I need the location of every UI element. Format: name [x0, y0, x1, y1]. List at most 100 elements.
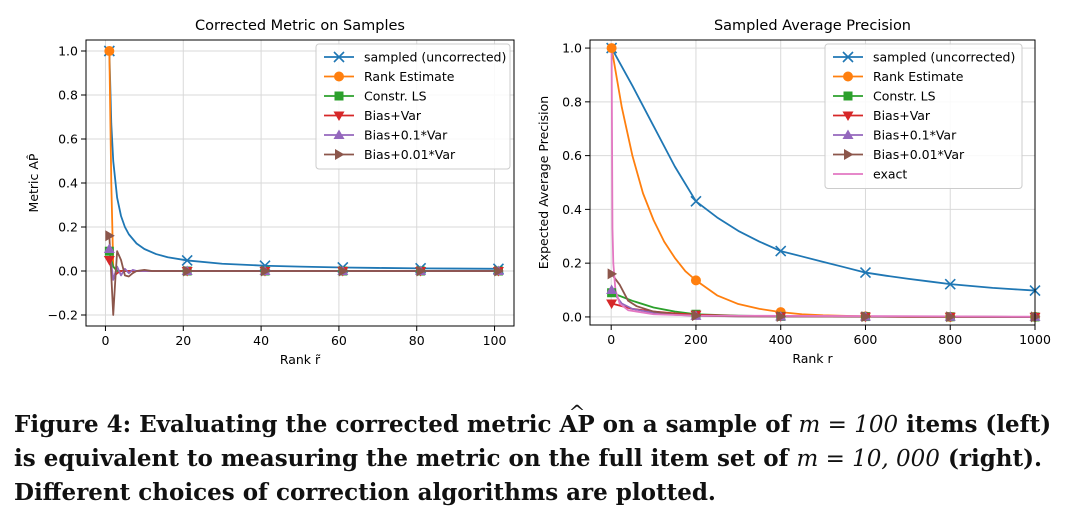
figure-caption: Figure 4: Evaluating the corrected metri… — [14, 408, 1066, 510]
data-point-marker — [775, 245, 787, 257]
legend-swatch-marker — [333, 129, 345, 139]
legend-box — [315, 43, 511, 170]
legend-label: Bias+Var — [364, 108, 422, 123]
caption-m-full: m = 10, 000 — [796, 446, 940, 472]
legend-label: Bias+0.01*Var — [873, 147, 965, 162]
y-tick-label: 0.4 — [58, 176, 78, 191]
markers-group — [103, 45, 505, 277]
data-point-marker — [338, 265, 349, 277]
x-axis-label: Rank r — [792, 351, 833, 366]
x-tick-label: 600 — [854, 332, 878, 347]
data-point-marker — [690, 275, 701, 286]
legend-swatch-marker — [842, 51, 854, 63]
charts-canvas: 0 20 40 60 80 100 −0.2 0.0 0.2 0.4 0.6 0.8 1.0 Correc… — [26, 18, 1051, 367]
legend-swatch-marker — [843, 91, 853, 101]
data-point-marker — [606, 43, 617, 54]
y-axis-label: Metric AP̂ — [26, 153, 41, 212]
data-point-marker — [183, 265, 193, 277]
data-point-marker — [1031, 311, 1041, 323]
x-tick-label: 200 — [684, 332, 708, 347]
series-group — [610, 47, 1035, 318]
x-tick-label: 800 — [938, 332, 962, 347]
y-tick-label: 0.8 — [58, 88, 78, 103]
series-line — [610, 48, 1035, 318]
y-tick-label: 1.0 — [58, 44, 78, 59]
data-point-marker — [416, 265, 427, 277]
legend-swatch-marker — [842, 129, 854, 139]
data-point-marker — [690, 195, 702, 207]
caption-text-1: Figure 4: Evaluating the corrected metri… — [14, 411, 560, 438]
x-tick-label: 1000 — [1019, 332, 1051, 347]
legend-label: Rank Estimate — [364, 69, 455, 84]
x-tick-label: 400 — [769, 332, 793, 347]
legend-swatch-marker — [333, 111, 345, 121]
caption-m-sample: m = 100 — [798, 412, 899, 438]
x-tick-label: 100 — [483, 333, 507, 348]
y-tick-label: 0.0 — [562, 309, 582, 324]
legend-label: exact — [873, 167, 907, 182]
legend-swatch-marker — [333, 51, 345, 63]
legend-swatch-marker — [334, 91, 344, 101]
legend-label: Bias+0.01*Var — [364, 147, 456, 162]
caption-line-2b: (right). — [939, 445, 1043, 472]
caption-line-3: Different choices of correction algorith… — [14, 479, 716, 506]
series-line — [108, 235, 499, 316]
legend: sampled (uncorrected) Rank Estimate Constr… — [315, 43, 511, 170]
data-point-marker — [776, 310, 787, 322]
y-tick-label: 1.0 — [562, 41, 582, 56]
series-line — [108, 50, 499, 270]
data-point-marker — [260, 265, 271, 277]
data-point-marker — [944, 278, 956, 290]
series-line — [610, 47, 1035, 292]
y-tick-label: −0.2 — [48, 308, 78, 323]
data-point-marker — [105, 230, 115, 242]
y-tick-label: 0.2 — [58, 220, 78, 235]
y-tick-label: 0.6 — [58, 132, 78, 147]
x-tick-label: 20 — [175, 333, 191, 348]
data-point-marker — [607, 268, 618, 280]
legend-label: sampled (uncorrected) — [873, 50, 1015, 65]
legend-swatch-marker — [335, 149, 345, 160]
data-point-marker — [104, 46, 115, 56]
y-axis-label: Expected Average Precision — [536, 96, 551, 269]
x-tick-label: 0 — [101, 333, 109, 348]
y-tick-label: 0.8 — [562, 94, 582, 109]
caption-text-3: items (left) — [898, 411, 1052, 438]
x-tick-label: 40 — [253, 333, 269, 348]
legend: sampled (uncorrected) Rank Estimate Constr… — [824, 43, 1023, 189]
y-tick-label: 0.4 — [562, 202, 582, 217]
y-tick-label: 0.2 — [562, 256, 582, 271]
chart-title: Corrected Metric on Samples — [195, 18, 405, 34]
y-tick-label: 0.6 — [562, 148, 582, 163]
caption-line-2a: is equivalent to measuring the metric on… — [14, 445, 797, 472]
legend-label: Rank Estimate — [873, 69, 964, 84]
x-tick-label: 0 — [607, 332, 615, 347]
chart-title: Sampled Average Precision — [714, 18, 911, 34]
series-line — [610, 273, 1035, 318]
data-point-marker — [103, 256, 115, 266]
chart-2: 0 200 400 600 800 1000 0.0 0.2 0.4 0.6 0.8 1.0 Sampl… — [536, 18, 1051, 366]
legend-swatch-marker — [844, 149, 854, 160]
x-axis-label: Rank r̃ — [280, 352, 321, 367]
x-tick-label: 80 — [409, 333, 425, 348]
legend-swatch-marker — [842, 111, 854, 121]
caption-text-2: on a sample of — [594, 411, 799, 438]
markers-group — [606, 42, 1041, 323]
legend-swatch-marker — [334, 71, 344, 82]
data-point-marker — [691, 310, 702, 322]
data-point-marker — [103, 243, 115, 253]
data-point-marker — [946, 311, 956, 323]
data-point-marker — [181, 254, 193, 267]
data-point-marker — [859, 267, 872, 279]
legend-label: Constr. LS — [873, 89, 936, 104]
legend-swatch-marker — [843, 71, 853, 82]
data-point-marker — [494, 265, 504, 277]
legend-label: Bias+0.1*Var — [873, 128, 957, 143]
legend-label: Bias+Var — [873, 108, 931, 123]
data-point-marker — [861, 311, 871, 323]
plot-frame — [589, 39, 1036, 326]
legend-label: Bias+0.1*Var — [364, 128, 448, 143]
series-line — [108, 248, 499, 281]
legend-label: Constr. LS — [364, 89, 427, 104]
